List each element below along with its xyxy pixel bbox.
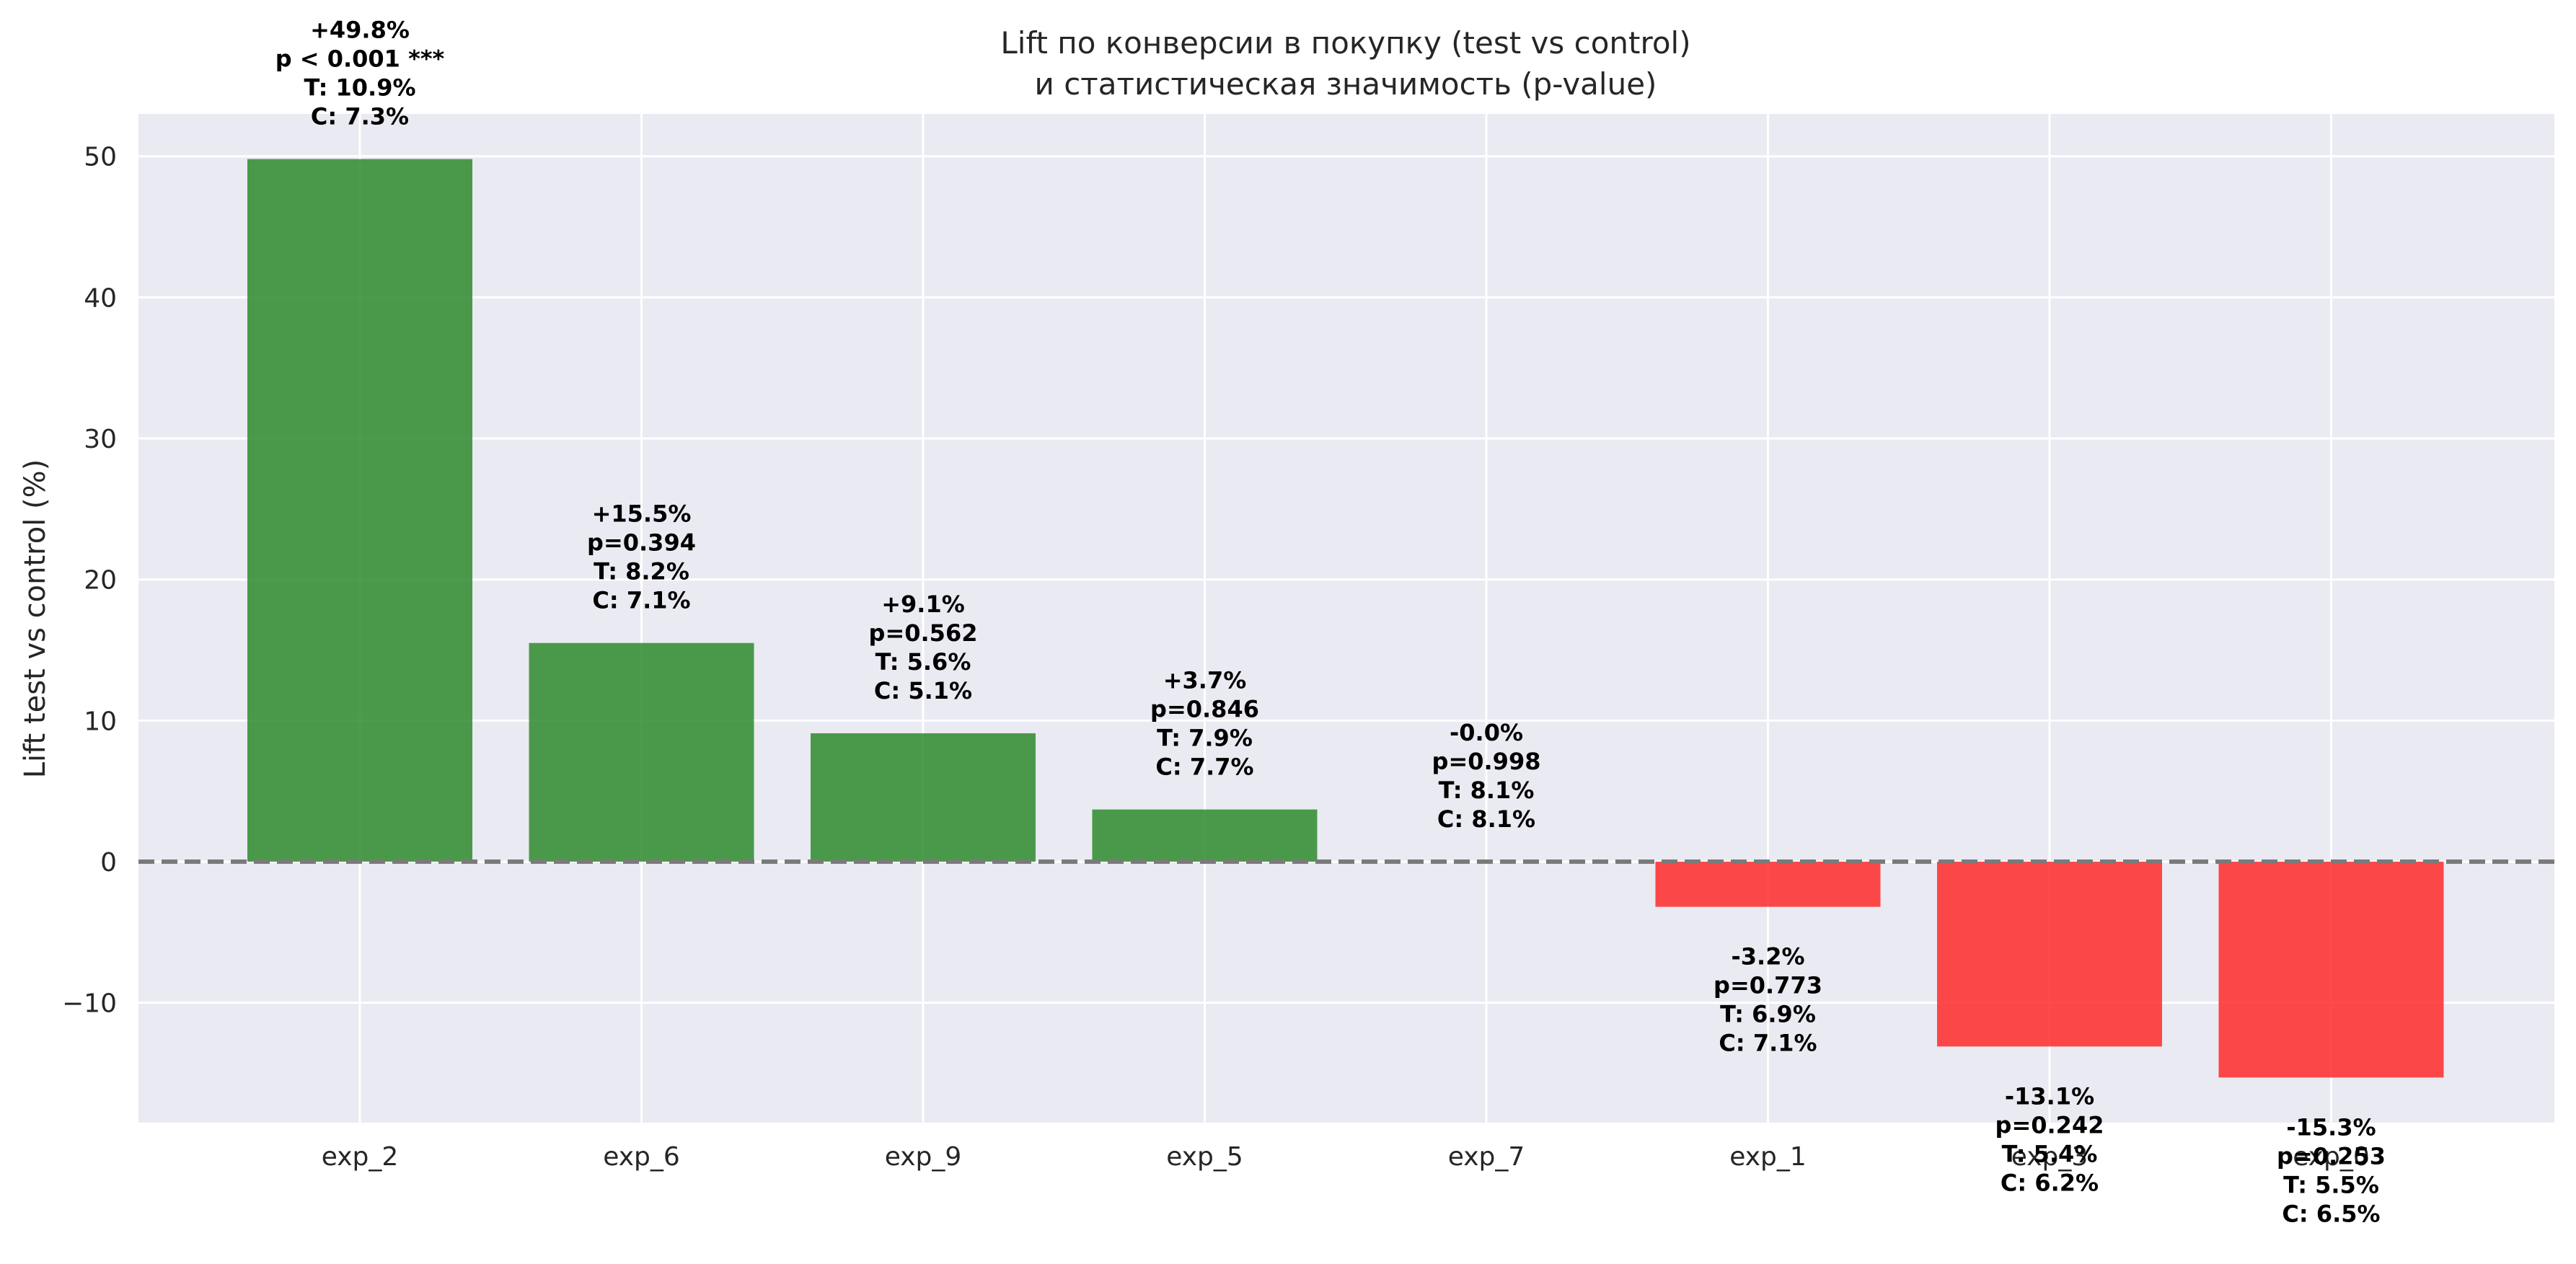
plot-background [138,114,2554,1123]
annotation-line: -15.3% [2286,1113,2376,1141]
annotation-line: +49.8% [310,17,410,44]
annotation-line: -0.0% [1450,719,1523,746]
y-tick-label: 0 [100,848,117,878]
x-tick-label: exp_7 [1448,1142,1525,1172]
annotation-line: p=0.773 [1713,972,1822,999]
bar-annotations: +49.8%p < 0.001 ***T: 10.9%C: 7.3% +15.5%… [275,17,2386,1228]
x-tick-label: exp_2 [322,1142,399,1172]
bar-exp_0 [2218,862,2444,1078]
y-tick-label: 50 [84,143,117,172]
bar-exp_5 [1092,809,1318,862]
chart-title: Lift по конверсии в покупку (test vs con… [1000,25,1690,61]
annotation-line: +15.5% [592,500,692,528]
bar-exp_1 [1655,862,1881,907]
annotation-line: C: 7.1% [592,587,690,614]
bar-exp_2 [247,159,472,862]
y-tick-label: 40 [84,283,117,313]
x-tick-label: exp_6 [603,1142,680,1172]
annotation-line: p=0.562 [869,619,978,647]
annotation-line: -13.1% [2005,1082,2094,1110]
chart-subtitle: и статистическая значимость (p-value) [1035,66,1657,102]
annotation-line: p=0.253 [2277,1142,2386,1170]
y-tick-label: 10 [84,707,117,736]
x-tick-label: exp_0 [2293,1142,2370,1172]
annotation-line: C: 7.7% [1155,753,1253,781]
annotation-line: -3.2% [1731,943,1804,971]
annotation-line: C: 8.1% [1437,805,1535,833]
annotation-line: C: 6.5% [2282,1200,2380,1227]
annotation-line: p=0.394 [587,529,696,557]
y-tick-label: 20 [84,566,117,596]
annotation-line: +9.1% [881,591,965,618]
annotation-line: C: 7.1% [1719,1030,1817,1057]
x-tick-label: exp_5 [1166,1142,1243,1172]
annotation-line: p=0.846 [1150,696,1259,723]
x-tick-label: exp_9 [885,1142,962,1172]
annotation-line: C: 6.2% [2001,1169,2099,1196]
annotation-line: T: 10.9% [304,74,415,102]
annotation-line: C: 7.3% [311,103,409,131]
annotation-line: T: 6.9% [1720,1001,1816,1028]
annotation-line: T: 5.5% [2283,1171,2379,1198]
x-axis-ticks: exp_2 exp_6 exp_9 exp_5 exp_7 exp_1 exp_3 exp_0 [322,1142,2370,1172]
bar-exp_9 [811,733,1036,862]
annotation-line: T: 5.6% [875,648,971,676]
annotation-line: T: 5.4% [2002,1140,2098,1167]
annotation-line: +3.7% [1163,667,1247,694]
x-tick-label: exp_3 [2011,1142,2088,1172]
bars [247,159,2444,1078]
annotation-line: p=0.242 [1995,1111,2104,1139]
bar-exp_3 [1937,862,2162,1047]
x-tick-label: exp_1 [1729,1142,1807,1172]
annotation-line: T: 7.9% [1157,725,1253,752]
annotation-exp_2: +49.8%p < 0.001 ***T: 10.9%C: 7.3% [275,17,445,131]
annotation-line: p < 0.001 *** [275,45,445,73]
annotation-line: p=0.998 [1432,748,1541,775]
y-tick-label: −10 [62,989,117,1019]
annotation-line: T: 8.2% [594,558,689,585]
annotation-line: C: 5.1% [874,677,972,704]
annotation-line: T: 8.1% [1439,777,1535,804]
bar-exp_6 [529,642,754,862]
y-tick-label: 30 [84,425,117,454]
y-axis-ticks: −10 0 10 20 30 40 50 [62,143,117,1019]
y-axis-label: Lift test vs control (%) [19,459,52,779]
